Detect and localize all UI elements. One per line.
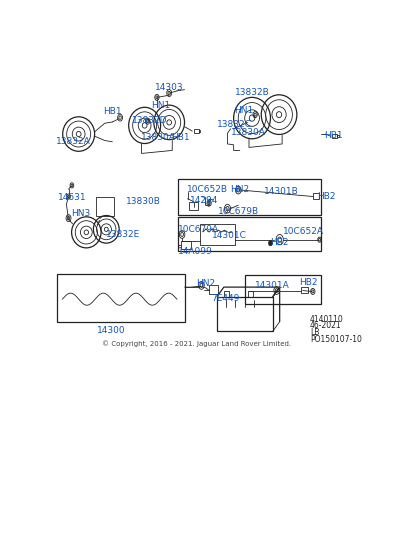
- Bar: [301, 287, 308, 293]
- Text: 4140110: 4140110: [310, 315, 343, 324]
- Text: 13832D: 13832D: [132, 116, 167, 125]
- Bar: [337, 135, 339, 137]
- Text: HB2: HB2: [317, 192, 336, 201]
- Text: 14301C: 14301C: [212, 231, 247, 240]
- Text: HN3: HN3: [72, 209, 91, 218]
- Bar: [199, 130, 200, 132]
- Text: 13832C: 13832C: [217, 120, 251, 129]
- Text: 10C652A: 10C652A: [284, 227, 324, 236]
- Text: PO150107-10: PO150107-10: [310, 335, 362, 344]
- Text: 10C652B: 10C652B: [187, 185, 228, 194]
- Text: 13832A: 13832A: [55, 137, 90, 146]
- Bar: [313, 193, 319, 199]
- Text: HB2: HB2: [270, 238, 288, 247]
- Text: 14301A: 14301A: [255, 281, 290, 290]
- Text: 14301B: 14301B: [265, 187, 299, 196]
- Text: HN2: HN2: [230, 185, 250, 194]
- Text: 14303: 14303: [155, 83, 184, 92]
- Text: 46-2021: 46-2021: [310, 321, 341, 330]
- Circle shape: [268, 241, 272, 246]
- Bar: [200, 224, 235, 245]
- Text: 13830A: 13830A: [230, 128, 265, 137]
- Bar: [245, 275, 322, 305]
- Bar: [178, 179, 322, 214]
- Text: 14294: 14294: [190, 195, 219, 204]
- Text: 13832E: 13832E: [106, 230, 141, 239]
- Text: 14631: 14631: [58, 193, 87, 202]
- Text: 10C679A: 10C679A: [178, 225, 219, 234]
- Text: HB1: HB1: [324, 131, 343, 140]
- Bar: [181, 241, 191, 249]
- Text: LB: LB: [310, 328, 319, 337]
- Text: 14A099: 14A099: [178, 248, 213, 256]
- Bar: [95, 197, 114, 216]
- Bar: [209, 286, 218, 294]
- Text: HB1: HB1: [171, 133, 189, 142]
- Text: HB1: HB1: [103, 107, 122, 116]
- Text: HN1: HN1: [234, 106, 253, 115]
- Text: 7E449: 7E449: [211, 294, 240, 303]
- Bar: [333, 134, 337, 138]
- Text: 13830A: 13830A: [141, 133, 176, 142]
- Bar: [248, 291, 253, 297]
- Text: 14300: 14300: [97, 326, 126, 335]
- Text: 13832B: 13832B: [235, 88, 270, 97]
- Bar: [189, 202, 198, 210]
- Bar: [178, 217, 322, 251]
- Text: 10C679B: 10C679B: [218, 207, 259, 216]
- Bar: [57, 274, 185, 323]
- Text: © Copyright, 2016 - 2021. Jaguar Land Rover Limited.: © Copyright, 2016 - 2021. Jaguar Land Ro…: [102, 340, 291, 347]
- Bar: [194, 129, 199, 133]
- Text: HN1: HN1: [151, 101, 170, 110]
- Bar: [224, 291, 229, 297]
- Text: 13830B: 13830B: [126, 197, 160, 206]
- Text: HN2: HN2: [196, 279, 215, 288]
- Text: HB2: HB2: [299, 278, 317, 287]
- Bar: [217, 297, 273, 331]
